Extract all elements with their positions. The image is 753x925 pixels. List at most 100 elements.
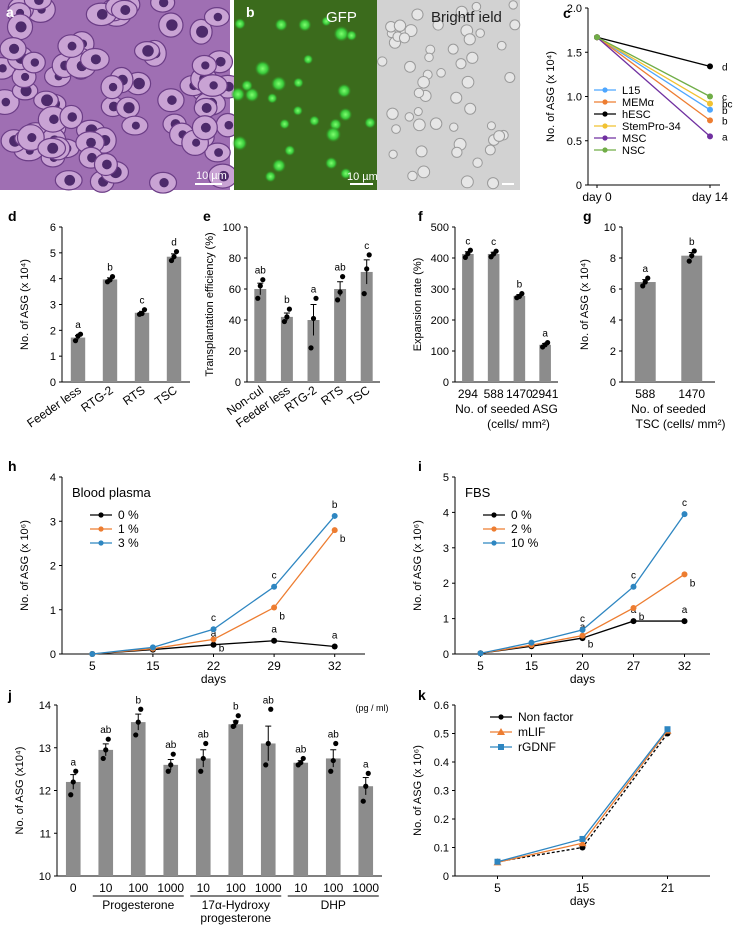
histology-nucleus (131, 121, 140, 130)
series-line (596, 36, 711, 105)
y-tick-label: 0 (443, 871, 449, 883)
histology-nucleus (1, 97, 11, 107)
y-tick-label: 100 (223, 222, 241, 234)
y-tick-label: 60 (229, 284, 241, 296)
histology-nucleus (166, 19, 178, 31)
data-point (642, 279, 648, 285)
significance-letter: a (311, 284, 317, 295)
legend-marker (602, 135, 608, 141)
significance-letter: b (639, 612, 645, 623)
legend-marker (98, 540, 104, 546)
panel-letter-g: g (583, 208, 592, 224)
panel-a-micrograph: a 10 µm (0, 0, 243, 194)
data-point (210, 626, 217, 633)
brightfield-cell (404, 112, 415, 122)
brightfield-cell (471, 1, 482, 12)
y-axis-label: No. of ASG (x 10⁴) (19, 259, 31, 350)
brightfield-cell (450, 91, 463, 104)
x-tick-label: TSC (152, 383, 180, 408)
panel-letter-b: b (246, 4, 255, 20)
brightfield-cell (377, 56, 388, 67)
significance-letter: b (588, 640, 594, 651)
x-axis-label: days (201, 672, 226, 686)
y-axis-label: No. of ASG (x10⁴) (14, 747, 26, 835)
y-tick-label: 2 (50, 561, 56, 573)
histology-nucleus (30, 58, 40, 67)
gfp-label: GFP (326, 9, 357, 26)
series-2: d (594, 34, 728, 73)
brightfield-cell (451, 146, 463, 158)
series-line (596, 36, 711, 111)
data-point (271, 637, 278, 644)
data-point (70, 779, 76, 785)
data-point (105, 736, 111, 742)
data-point (100, 755, 106, 762)
brightfield-cell (413, 118, 426, 132)
panel-letter-i: i (418, 458, 422, 474)
data-point (68, 792, 74, 798)
histology-nucleus (34, 0, 44, 5)
y-tick-label: 0 (443, 649, 449, 661)
y-tick-label: 40 (229, 315, 241, 327)
x-axis-label-2: (cells/ mm²) (487, 417, 550, 431)
y-tick-label: 0.3 (434, 786, 449, 798)
brightfield-cell (508, 0, 518, 10)
data-point (141, 307, 148, 313)
series-line (596, 36, 711, 68)
data-point (579, 835, 586, 842)
x-tick-label: 5 (89, 659, 96, 673)
x-tick-label: 21 (661, 881, 675, 895)
y-tick-label: 0.6 (434, 700, 449, 712)
data-point (198, 768, 204, 774)
significance-letter: ab (198, 729, 210, 740)
x-tick-label: 22 (207, 659, 221, 673)
gfp-cell (340, 167, 352, 180)
significance-letter: b (517, 280, 523, 291)
unit-label: (pg / ml) (355, 703, 388, 713)
data-point (681, 511, 688, 518)
brightfield-label: Brightf ield (431, 9, 502, 26)
panel-letter-a: a (6, 4, 14, 20)
brightfield-cell (393, 19, 407, 32)
panel-b-micrograph: b GFP Brightf ield 10 µm (230, 0, 521, 190)
histology-nucleus (86, 137, 96, 148)
bar (260, 743, 276, 876)
data-point (103, 747, 109, 753)
x-tick-label: RTG-2 (78, 383, 116, 415)
brightfield-cell (404, 24, 418, 37)
legend-label: NSC (622, 145, 645, 157)
bar (487, 253, 500, 382)
panel-letter-h: h (8, 458, 17, 474)
histology-cells (0, 0, 243, 194)
significance-letter: ab (263, 695, 275, 706)
data-point (281, 318, 287, 325)
data-point (330, 757, 336, 764)
panel-letter-f: f (418, 208, 423, 224)
series-5: c (594, 34, 727, 104)
series-1: b b b (477, 571, 696, 657)
brightfield-cell (463, 33, 476, 46)
significance-letter: b (135, 695, 141, 706)
bar (134, 312, 150, 382)
x-tick-label: 5 (494, 881, 501, 895)
x-tick-label: 1470 (506, 387, 533, 401)
significance-letter: c (491, 237, 496, 248)
y-tick-label: 4 (50, 274, 56, 286)
gfp-cell (338, 107, 353, 122)
panel-letter-d: d (8, 208, 17, 224)
x-tick-label: 0 (70, 881, 77, 895)
y-tick-label: 0 (235, 377, 241, 389)
significance-letter: b (690, 578, 696, 589)
y-tick-label: 0.5 (567, 136, 582, 148)
data-point (331, 527, 338, 534)
significance-letter: c (211, 613, 216, 624)
legend-label: Non factor (518, 710, 573, 724)
gfp-cell (337, 83, 352, 98)
brightfield-cell (472, 157, 483, 168)
significance-letter: a (75, 320, 81, 331)
data-point (313, 295, 319, 301)
y-tick-label: 0 (50, 377, 56, 389)
data-point (328, 768, 334, 774)
bar (228, 724, 244, 876)
gfp-cell (274, 18, 288, 32)
